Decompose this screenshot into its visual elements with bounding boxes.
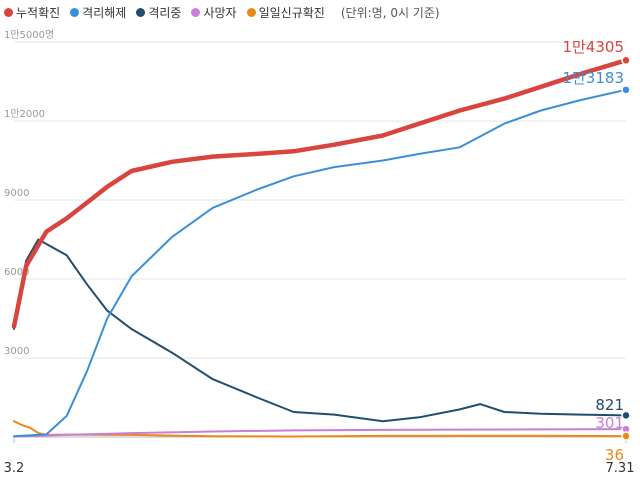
series-line-2 [13,238,627,423]
series-end-marker-4 [621,431,631,441]
series-line-1 [13,88,627,438]
series-line-3 [13,428,627,438]
legend-item-cumulative: 누적확진 [4,4,60,21]
legend-dot-isolated [136,7,146,17]
legend-dot-released [70,7,80,17]
y-tick-label-1: 6000 [4,267,29,278]
series-end-marker-0 [621,55,631,66]
legend-label-cumulative: 누적확진 [16,5,61,20]
y-tick-label-2: 9000 [4,188,29,199]
legend-label-released: 격리해제 [82,5,127,20]
series-end-label-1: 1만3183 [562,69,624,87]
legend-label-deaths: 사망자 [203,5,237,20]
legend-dot-cumulative [4,7,13,17]
series-end-label-2: 821 [595,396,624,414]
series-end-label-3: 301 [595,414,624,432]
series-end-marker-2 [621,410,631,421]
x-tick-label-end: 7.31 [606,461,635,476]
y-tick-label-0: 3000 [4,346,29,357]
legend-dot-deaths [191,7,201,17]
legend-label-isolated: 격리중 [148,5,182,20]
series-end-label-4: 36 [605,446,624,464]
unit-note: (단위:명, 0시 기준) [340,5,440,20]
chart-legend: 누적확진 격리해제 격리중 사망자 일일신규확진 (단위:명, 0시 기준) [4,2,440,22]
series-end-marker-1 [621,85,631,95]
legend-item-isolated: 격리중 [136,4,181,21]
x-tick-label-start: 3.2 [4,461,25,476]
legend-item-released: 격리해제 [70,4,126,21]
series-line-4 [13,420,627,438]
y-tick-label-4: 1만5000명 [4,29,54,41]
legend-item-daily-new: 일일신규확진 [246,4,325,21]
y-tick-label-3: 1만2000 [4,108,45,120]
series-line-0 [11,58,629,329]
legend-item-deaths: 사망자 [191,4,237,21]
legend-label-daily-new: 일일신규확진 [258,5,325,20]
series-end-label-0: 1만4305 [562,38,624,56]
legend-dot-daily-new [246,7,256,17]
